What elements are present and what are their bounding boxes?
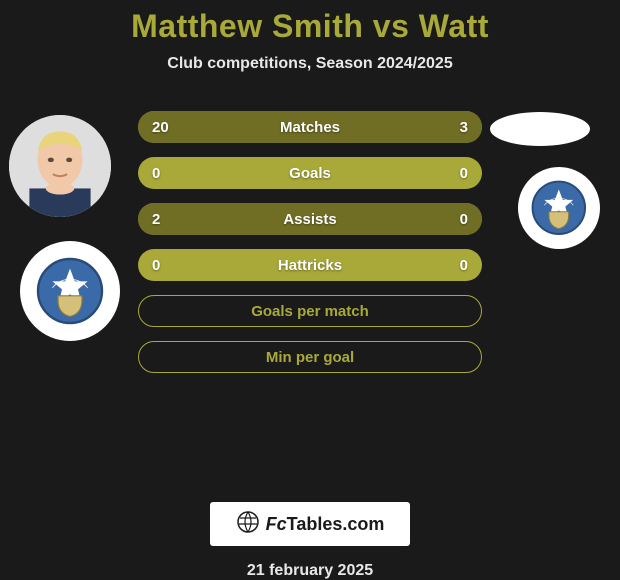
page-title: Matthew Smith vs Watt bbox=[131, 8, 489, 45]
player-left-avatar bbox=[9, 115, 111, 217]
stat-row: 20 3 Matches bbox=[138, 111, 482, 143]
footer-date: 21 february 2025 bbox=[247, 562, 373, 580]
stat-row: 0 0 Goals bbox=[138, 157, 482, 189]
stat-row: Min per goal bbox=[138, 341, 482, 373]
stat-row: 2 0 Assists bbox=[138, 203, 482, 235]
stat-row: Goals per match bbox=[138, 295, 482, 327]
stat-value-right: 0 bbox=[460, 211, 468, 228]
stat-label: Goals per match bbox=[251, 303, 369, 320]
stat-value-left: 2 bbox=[152, 211, 160, 228]
stat-value-right: 3 bbox=[460, 119, 468, 136]
crest-icon bbox=[20, 241, 120, 341]
brand-text: FcTables.com bbox=[266, 514, 385, 535]
crest-icon bbox=[518, 167, 600, 249]
stat-bars: 203Matches00Goals20Assists00HattricksGoa… bbox=[138, 111, 482, 373]
player-right-avatar bbox=[490, 112, 590, 146]
club-left-badge bbox=[20, 241, 120, 341]
stat-label: Min per goal bbox=[266, 349, 354, 366]
stat-value-right: 0 bbox=[460, 257, 468, 274]
brand-logo: FcTables.com bbox=[210, 502, 410, 546]
comparison-card: Matthew Smith vs Watt Club competitions,… bbox=[0, 0, 620, 580]
stat-label: Assists bbox=[283, 211, 336, 228]
stat-label: Matches bbox=[280, 119, 340, 136]
stat-value-left: 20 bbox=[152, 119, 169, 136]
globe-icon bbox=[236, 510, 260, 539]
page-subtitle: Club competitions, Season 2024/2025 bbox=[167, 55, 452, 73]
stat-label: Hattricks bbox=[278, 257, 342, 274]
stat-label: Goals bbox=[289, 165, 331, 182]
stat-value-left: 0 bbox=[152, 257, 160, 274]
club-right-badge bbox=[518, 167, 600, 249]
stat-row: 0 0 Hattricks bbox=[138, 249, 482, 281]
chart-area: 203Matches00Goals20Assists00HattricksGoa… bbox=[0, 95, 620, 208]
stat-value-left: 0 bbox=[152, 165, 160, 182]
stat-value-right: 0 bbox=[460, 165, 468, 182]
player-face-icon bbox=[9, 115, 111, 217]
